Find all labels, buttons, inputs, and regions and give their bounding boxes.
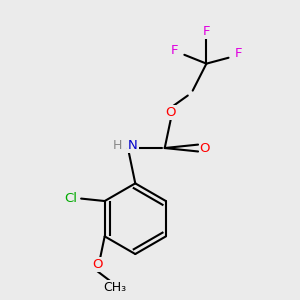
Text: O: O: [92, 258, 103, 271]
Text: F: F: [203, 25, 210, 38]
Text: O: O: [165, 106, 176, 119]
Text: H: H: [112, 139, 122, 152]
Text: N: N: [128, 139, 138, 152]
Text: F: F: [171, 44, 178, 57]
Text: F: F: [235, 47, 242, 60]
Text: O: O: [200, 142, 210, 154]
Text: CH₃: CH₃: [103, 281, 126, 294]
Text: Cl: Cl: [64, 192, 77, 205]
